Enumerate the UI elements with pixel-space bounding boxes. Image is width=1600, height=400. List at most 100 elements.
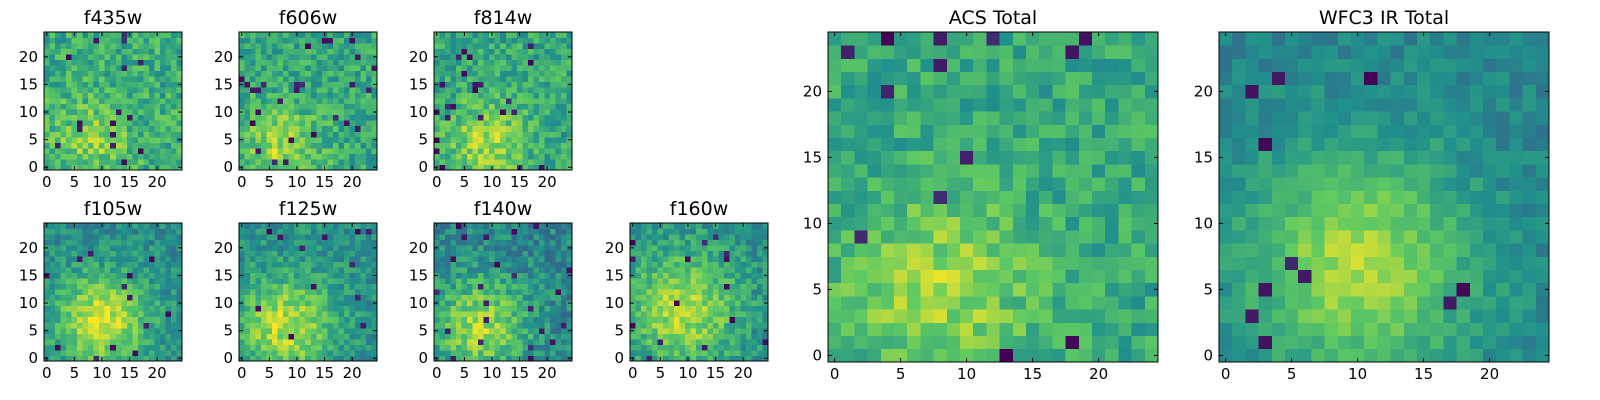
heatmap-cell bbox=[494, 267, 501, 274]
heatmap-cell bbox=[450, 32, 457, 38]
heatmap-cell bbox=[533, 98, 540, 105]
heatmap-cell bbox=[646, 283, 653, 290]
heatmap-cell bbox=[456, 228, 462, 235]
heatmap-cell bbox=[165, 87, 172, 94]
heatmap-cell bbox=[445, 283, 451, 290]
heatmap-cell bbox=[544, 48, 551, 55]
heatmap-cell bbox=[261, 81, 267, 88]
heatmap-cell bbox=[472, 120, 479, 127]
heatmap-cell bbox=[533, 153, 540, 160]
heatmap-cell bbox=[310, 43, 317, 49]
heatmap-cell bbox=[555, 114, 562, 121]
heatmap-cell bbox=[360, 349, 367, 356]
heatmap-cell bbox=[511, 70, 518, 77]
heatmap-cell bbox=[674, 322, 681, 329]
heatmap-cell bbox=[365, 338, 372, 345]
heatmap-cell bbox=[154, 349, 161, 356]
heatmap-cell bbox=[894, 309, 908, 323]
heatmap-cell bbox=[635, 322, 642, 329]
heatmap-cell bbox=[439, 92, 446, 99]
heatmap-cell bbox=[527, 98, 534, 105]
heatmap-cell bbox=[652, 289, 658, 296]
heatmap-cell bbox=[751, 283, 758, 290]
heatmap-cell bbox=[305, 283, 312, 290]
heatmap-cell bbox=[701, 344, 708, 351]
heatmap-cell bbox=[946, 203, 961, 218]
heatmap-cell bbox=[299, 234, 306, 240]
heatmap-cell bbox=[154, 103, 161, 110]
heatmap-cell bbox=[566, 37, 573, 44]
heatmap-cell bbox=[99, 239, 106, 246]
heatmap-cell bbox=[751, 256, 758, 263]
heatmap-cell bbox=[657, 322, 664, 329]
heatmap-cell bbox=[88, 92, 95, 99]
heatmap-cell bbox=[729, 316, 736, 323]
heatmap-cell bbox=[170, 316, 177, 323]
heatmap-cell bbox=[255, 272, 262, 279]
heatmap-cell bbox=[641, 272, 647, 279]
heatmap-cell bbox=[154, 81, 161, 88]
heatmap-cell bbox=[332, 261, 339, 268]
heatmap-cell bbox=[566, 316, 573, 323]
heatmap-cell bbox=[299, 65, 306, 72]
heatmap-cell bbox=[49, 131, 56, 138]
heatmap-cell bbox=[261, 147, 267, 154]
heatmap-cell bbox=[472, 87, 479, 94]
heatmap-cell bbox=[321, 158, 328, 165]
heatmap-cell bbox=[360, 59, 367, 66]
heatmap-cell bbox=[93, 349, 100, 356]
heatmap-cell bbox=[522, 228, 529, 235]
heatmap-cell bbox=[143, 65, 150, 72]
heatmap-cell bbox=[126, 327, 133, 334]
heatmap-cell bbox=[685, 239, 692, 246]
heatmap-cell bbox=[93, 81, 100, 88]
heatmap-cell bbox=[734, 300, 741, 307]
heatmap-cell bbox=[327, 289, 334, 296]
heatmap-cell bbox=[1092, 322, 1106, 336]
heatmap-cell bbox=[126, 142, 133, 149]
heatmap-cell bbox=[299, 32, 306, 38]
heatmap-cell bbox=[751, 223, 758, 229]
heatmap-cell bbox=[354, 59, 361, 66]
heatmap-cell bbox=[305, 147, 312, 154]
heatmap-cell bbox=[239, 349, 245, 356]
heatmap-cell bbox=[255, 278, 262, 285]
heatmap-cell bbox=[740, 349, 747, 356]
heatmap-cell bbox=[641, 294, 647, 301]
heatmap-cell bbox=[1012, 164, 1027, 178]
heatmap-cell bbox=[467, 98, 474, 105]
heatmap-cell bbox=[66, 234, 72, 240]
heatmap-cell bbox=[343, 261, 350, 268]
heatmap-cell bbox=[1105, 203, 1119, 218]
heatmap-cell bbox=[439, 300, 446, 307]
heatmap-cell bbox=[159, 234, 166, 240]
heatmap-cell bbox=[707, 294, 714, 301]
heatmap-cell bbox=[165, 322, 172, 329]
heatmap-cell bbox=[718, 322, 725, 329]
heatmap-cell bbox=[472, 316, 479, 323]
heatmap-cell bbox=[533, 311, 540, 318]
heatmap-cell bbox=[505, 344, 512, 351]
heatmap-cell bbox=[456, 131, 462, 138]
heatmap-cell bbox=[104, 164, 111, 171]
heatmap-cell bbox=[365, 65, 372, 72]
heatmap-cell bbox=[828, 269, 842, 284]
heatmap-cell bbox=[310, 267, 317, 274]
heatmap-cell bbox=[674, 294, 681, 301]
heatmap-cell bbox=[343, 136, 350, 143]
heatmap-cell bbox=[261, 92, 267, 99]
heatmap-cell bbox=[55, 153, 61, 160]
heatmap-cell bbox=[450, 114, 457, 121]
heatmap-cell bbox=[365, 87, 372, 94]
heatmap-cell bbox=[729, 278, 736, 285]
heatmap-cell bbox=[143, 245, 150, 251]
heatmap-cell bbox=[494, 70, 501, 77]
heatmap-cell bbox=[489, 300, 496, 307]
heatmap-cell bbox=[718, 300, 725, 307]
heatmap-cell bbox=[148, 98, 155, 105]
heatmap-cell bbox=[99, 98, 106, 105]
heatmap-cell bbox=[176, 120, 183, 127]
heatmap-cell bbox=[60, 37, 67, 44]
heatmap-cell bbox=[483, 245, 490, 251]
heatmap-cell bbox=[478, 349, 485, 356]
